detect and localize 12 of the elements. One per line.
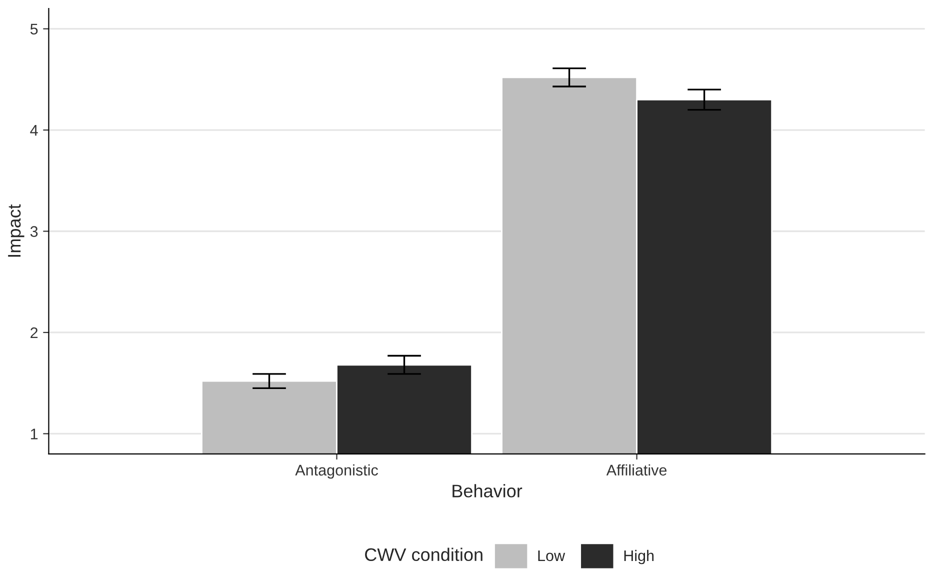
legend-title: CWV condition — [365, 548, 482, 562]
legend-label: High — [624, 550, 654, 564]
y-tick-label: 1 — [30, 428, 38, 440]
y-tick-label: 4 — [30, 125, 38, 136]
y-axis-title: Impact — [8, 204, 24, 257]
x-axis-title: Behavior — [452, 484, 522, 498]
y-tick-label: 5 — [30, 24, 38, 34]
x-tick-label: Antagonistic — [295, 464, 378, 479]
legend-label: Low — [538, 550, 566, 562]
y-tick-label: 3 — [30, 226, 38, 237]
x-tick-label: Affiliative — [606, 464, 667, 476]
y-tick-label: 2 — [30, 327, 38, 338]
